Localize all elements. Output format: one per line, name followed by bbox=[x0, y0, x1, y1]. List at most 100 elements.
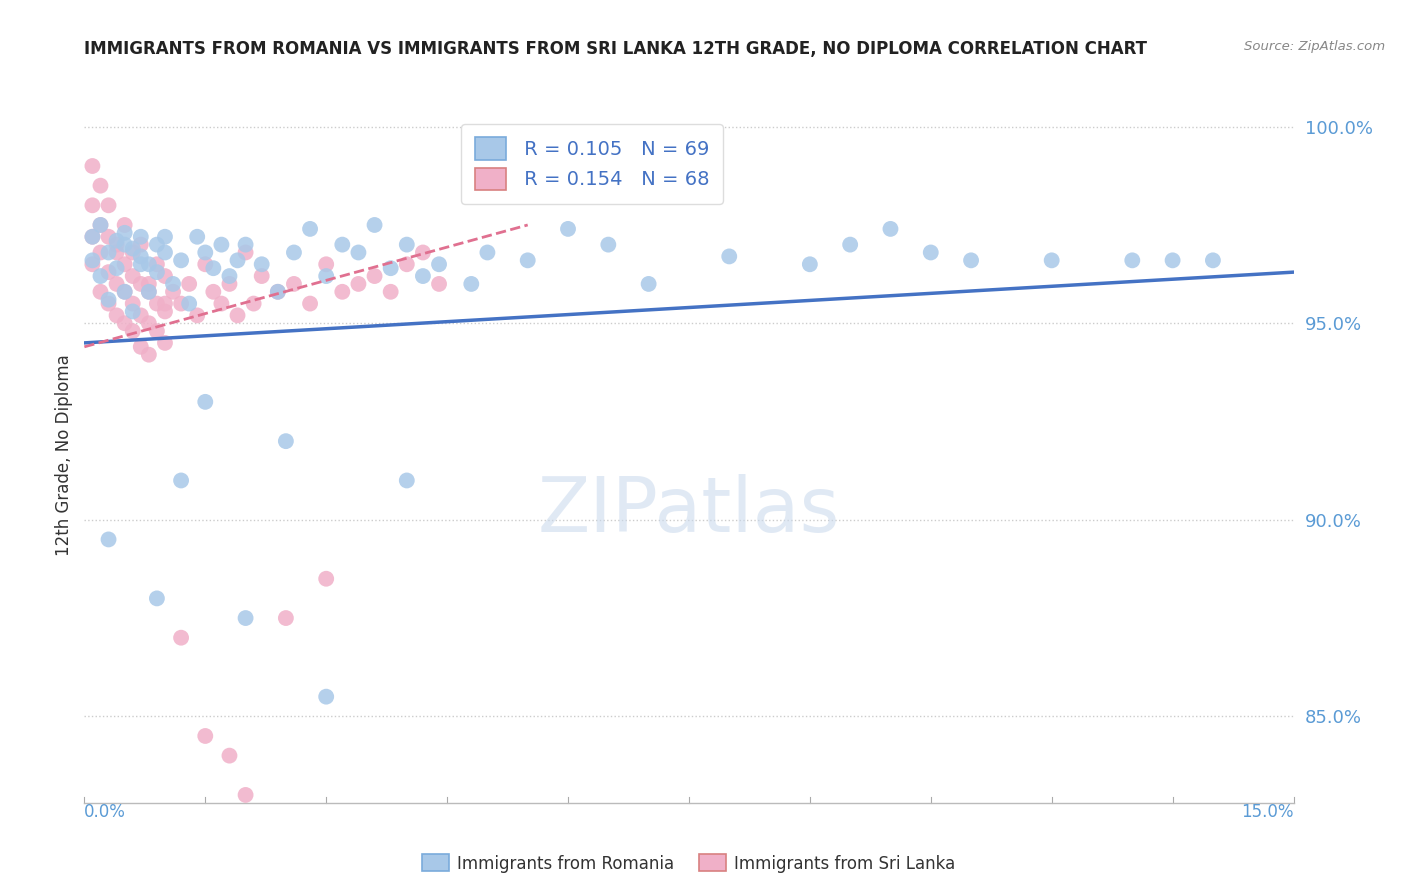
Text: IMMIGRANTS FROM ROMANIA VS IMMIGRANTS FROM SRI LANKA 12TH GRADE, NO DIPLOMA CORR: IMMIGRANTS FROM ROMANIA VS IMMIGRANTS FR… bbox=[84, 40, 1147, 58]
Point bbox=[209, 296, 232, 310]
Legend: Immigrants from Romania, Immigrants from Sri Lanka: Immigrants from Romania, Immigrants from… bbox=[416, 847, 962, 880]
Point bbox=[380, 261, 402, 276]
Point bbox=[557, 222, 579, 236]
Point bbox=[1121, 253, 1143, 268]
Point bbox=[226, 309, 249, 323]
Point bbox=[146, 257, 169, 271]
Point bbox=[179, 296, 201, 310]
Point bbox=[363, 268, 385, 283]
Point bbox=[235, 245, 257, 260]
Point bbox=[97, 296, 120, 310]
Point bbox=[97, 265, 120, 279]
Point bbox=[138, 348, 160, 362]
Point bbox=[105, 237, 128, 252]
Point bbox=[89, 218, 111, 232]
Point bbox=[82, 229, 104, 244]
Point bbox=[129, 309, 152, 323]
Point bbox=[82, 253, 104, 268]
Point bbox=[89, 218, 111, 232]
Point bbox=[347, 245, 370, 260]
Point bbox=[315, 690, 337, 704]
Point bbox=[218, 748, 240, 763]
Point bbox=[315, 268, 337, 283]
Point bbox=[315, 572, 337, 586]
Point bbox=[460, 277, 482, 291]
Point bbox=[153, 245, 176, 260]
Point bbox=[218, 268, 240, 283]
Point bbox=[121, 245, 143, 260]
Text: 0.0%: 0.0% bbox=[84, 803, 127, 821]
Point bbox=[114, 285, 136, 299]
Point bbox=[97, 229, 120, 244]
Point bbox=[202, 261, 225, 276]
Point bbox=[799, 257, 821, 271]
Point bbox=[121, 296, 143, 310]
Point bbox=[82, 257, 104, 271]
Point bbox=[138, 316, 160, 330]
Point bbox=[380, 285, 402, 299]
Point bbox=[267, 285, 290, 299]
Point bbox=[105, 245, 128, 260]
Point bbox=[153, 229, 176, 244]
Point bbox=[82, 159, 104, 173]
Point bbox=[82, 198, 104, 212]
Point bbox=[194, 245, 217, 260]
Point bbox=[226, 253, 249, 268]
Point bbox=[146, 296, 169, 310]
Point bbox=[97, 533, 120, 547]
Point bbox=[202, 285, 225, 299]
Text: Source: ZipAtlas.com: Source: ZipAtlas.com bbox=[1244, 40, 1385, 54]
Point bbox=[315, 257, 337, 271]
Point bbox=[89, 285, 111, 299]
Point bbox=[170, 631, 193, 645]
Point bbox=[138, 285, 160, 299]
Point bbox=[146, 324, 169, 338]
Point bbox=[395, 474, 418, 488]
Point bbox=[516, 253, 538, 268]
Point bbox=[114, 285, 136, 299]
Point bbox=[121, 242, 143, 256]
Point bbox=[162, 285, 184, 299]
Point bbox=[186, 229, 208, 244]
Point bbox=[274, 434, 297, 449]
Point bbox=[412, 268, 434, 283]
Point bbox=[267, 285, 290, 299]
Point bbox=[235, 237, 257, 252]
Point bbox=[129, 257, 152, 271]
Legend:  R = 0.105   N = 69,  R = 0.154   N = 68: R = 0.105 N = 69, R = 0.154 N = 68 bbox=[461, 124, 723, 203]
Point bbox=[242, 296, 264, 310]
Point bbox=[274, 611, 297, 625]
Point bbox=[395, 237, 418, 252]
Point bbox=[1040, 253, 1063, 268]
Point bbox=[330, 237, 353, 252]
Point bbox=[427, 257, 450, 271]
Point bbox=[1202, 253, 1225, 268]
Point bbox=[1161, 253, 1184, 268]
Point bbox=[153, 296, 176, 310]
Point bbox=[82, 229, 104, 244]
Point bbox=[89, 178, 111, 193]
Point bbox=[283, 245, 305, 260]
Point bbox=[186, 309, 208, 323]
Point bbox=[920, 245, 942, 260]
Point bbox=[347, 277, 370, 291]
Text: ZIPatlas: ZIPatlas bbox=[537, 474, 841, 548]
Point bbox=[114, 218, 136, 232]
Point bbox=[146, 237, 169, 252]
Point bbox=[250, 257, 273, 271]
Point bbox=[839, 237, 862, 252]
Point bbox=[209, 237, 232, 252]
Point bbox=[114, 316, 136, 330]
Point bbox=[283, 277, 305, 291]
Point bbox=[879, 222, 901, 236]
Point bbox=[138, 277, 160, 291]
Point bbox=[299, 296, 322, 310]
Point bbox=[218, 277, 240, 291]
Point bbox=[153, 268, 176, 283]
Point bbox=[194, 395, 217, 409]
Point bbox=[250, 268, 273, 283]
Point bbox=[299, 222, 322, 236]
Point bbox=[477, 245, 499, 260]
Point bbox=[138, 285, 160, 299]
Point bbox=[395, 257, 418, 271]
